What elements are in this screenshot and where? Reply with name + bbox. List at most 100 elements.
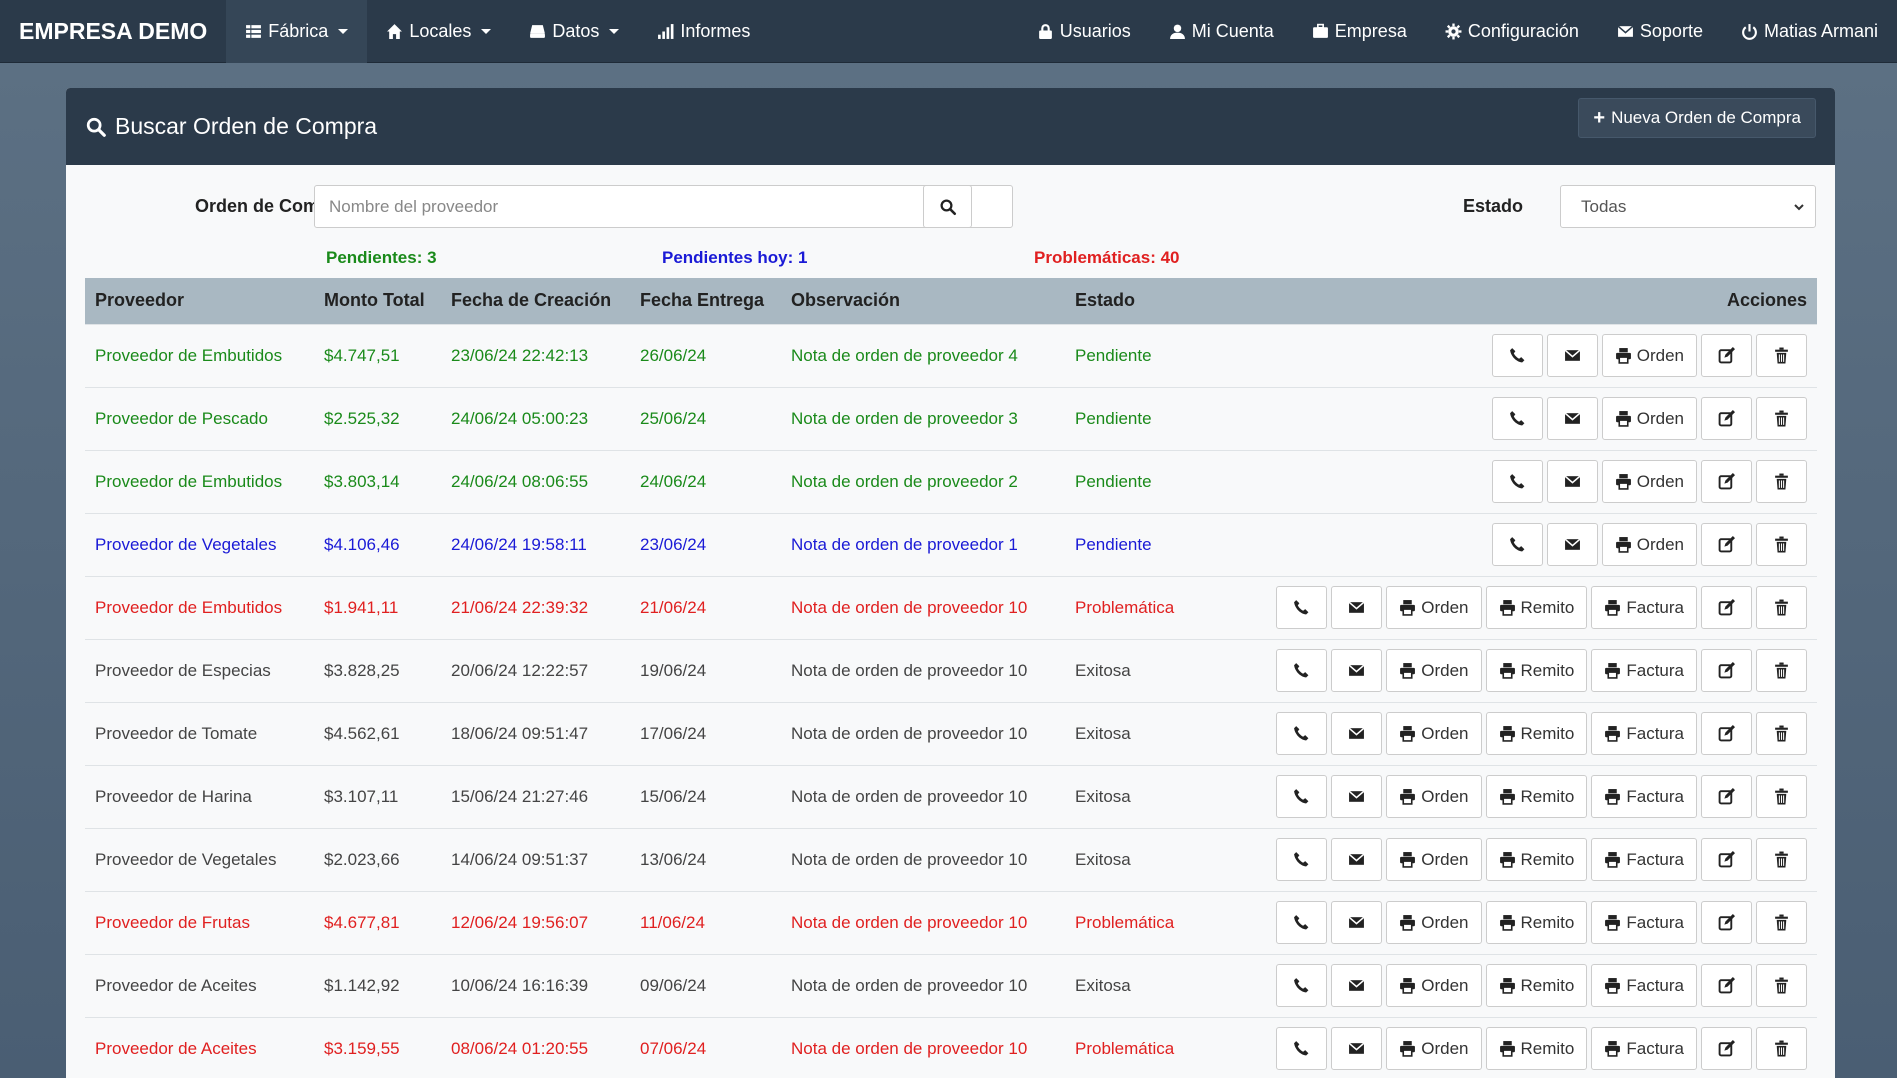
edit-button[interactable] (1701, 334, 1752, 377)
call-button[interactable] (1276, 649, 1328, 692)
print-order-button[interactable]: Orden (1386, 901, 1482, 944)
call-button[interactable] (1276, 901, 1328, 944)
delete-button[interactable] (1756, 586, 1807, 629)
delete-button[interactable] (1756, 964, 1807, 1007)
email-button[interactable] (1331, 586, 1383, 629)
print-order-button[interactable]: Orden (1386, 649, 1482, 692)
delete-button[interactable] (1756, 1027, 1807, 1071)
email-button[interactable] (1331, 1027, 1383, 1071)
email-button[interactable] (1546, 397, 1598, 440)
nav-item-mi-cuenta[interactable]: Mi Cuenta (1150, 0, 1293, 63)
print-factura-button[interactable]: Factura (1591, 838, 1697, 881)
print-order-button[interactable]: Orden (1386, 964, 1482, 1007)
email-button[interactable] (1546, 334, 1598, 377)
print-factura-button[interactable]: Factura (1591, 964, 1697, 1007)
delete-button[interactable] (1756, 901, 1807, 944)
print-remito-button[interactable]: Remito (1485, 775, 1588, 818)
call-button[interactable] (1276, 964, 1328, 1007)
email-button[interactable] (1331, 775, 1383, 818)
print-order-button[interactable]: Orden (1601, 460, 1697, 503)
call-button[interactable] (1276, 1027, 1328, 1071)
call-button[interactable] (1491, 397, 1543, 440)
print-order-button[interactable]: Orden (1386, 838, 1482, 881)
nav-item-locales[interactable]: Locales (367, 0, 510, 63)
email-button[interactable] (1331, 649, 1383, 692)
col-estado[interactable]: Estado (1065, 278, 1235, 324)
print-remito-button[interactable]: Remito (1485, 1027, 1588, 1071)
print-remito-button[interactable]: Remito (1485, 712, 1588, 755)
email-button[interactable] (1546, 523, 1598, 566)
print-order-button[interactable]: Orden (1386, 586, 1482, 629)
brand-logo[interactable]: EMPRESA DEMO (19, 17, 208, 44)
edit-button[interactable] (1701, 397, 1752, 440)
delete-button[interactable] (1756, 397, 1807, 440)
print-order-button[interactable]: Orden (1601, 334, 1697, 377)
col-proveedor[interactable]: Proveedor (85, 278, 314, 324)
print-order-button[interactable]: Orden (1386, 775, 1482, 818)
print-order-button[interactable]: Orden (1601, 397, 1697, 440)
edit-button[interactable] (1701, 712, 1752, 755)
new-order-button[interactable]: + Nueva Orden de Compra (1578, 97, 1816, 138)
print-factura-button[interactable]: Factura (1591, 775, 1697, 818)
email-button[interactable] (1331, 901, 1383, 944)
delete-button[interactable] (1756, 649, 1807, 692)
edit-button[interactable] (1701, 1027, 1752, 1071)
delete-button[interactable] (1756, 838, 1807, 881)
edit-button[interactable] (1701, 523, 1752, 566)
edit-button[interactable] (1701, 901, 1752, 944)
col-entrega[interactable]: Fecha Entrega (630, 278, 781, 324)
print-order-button[interactable]: Orden (1601, 523, 1697, 566)
edit-button[interactable] (1701, 586, 1752, 629)
call-button[interactable] (1276, 838, 1328, 881)
nav-item-soporte[interactable]: Soporte (1598, 0, 1722, 63)
nav-item-datos[interactable]: Datos (510, 0, 638, 63)
call-button[interactable] (1491, 334, 1543, 377)
print-factura-button[interactable]: Factura (1591, 1027, 1697, 1071)
call-button[interactable] (1491, 460, 1543, 503)
nav-item-usuarios[interactable]: Usuarios (1018, 0, 1150, 63)
print-remito-button[interactable]: Remito (1485, 964, 1588, 1007)
delete-button[interactable] (1756, 775, 1807, 818)
call-button[interactable] (1491, 523, 1543, 566)
email-button[interactable] (1331, 712, 1383, 755)
search-button[interactable] (923, 185, 972, 228)
delete-button[interactable] (1756, 460, 1807, 503)
delete-button[interactable] (1756, 712, 1807, 755)
edit-button[interactable] (1701, 775, 1752, 818)
edit-button[interactable] (1701, 964, 1752, 1007)
print-factura-button[interactable]: Factura (1591, 649, 1697, 692)
edit-button[interactable] (1701, 838, 1752, 881)
email-button[interactable] (1331, 964, 1383, 1007)
print-remito-button[interactable]: Remito (1485, 649, 1588, 692)
email-button[interactable] (1331, 838, 1383, 881)
nav-item-configuracion[interactable]: Configuración (1426, 0, 1598, 63)
print-remito-button[interactable]: Remito (1485, 838, 1588, 881)
print-factura-button[interactable]: Factura (1591, 586, 1697, 629)
col-observacion[interactable]: Observación (781, 278, 1065, 324)
nav-item-fabrica[interactable]: Fábrica (226, 0, 368, 63)
delete-button[interactable] (1756, 523, 1807, 566)
call-button[interactable] (1276, 586, 1328, 629)
cell-obs: Nota de orden de proveedor 4 (781, 323, 1065, 387)
nav-item-informes[interactable]: Informes (638, 0, 769, 63)
call-button[interactable] (1276, 712, 1328, 755)
print-order-button[interactable]: Orden (1386, 1027, 1482, 1071)
print-remito-button[interactable]: Remito (1485, 586, 1588, 629)
nav-item-empresa[interactable]: Empresa (1293, 0, 1426, 63)
col-monto[interactable]: Monto Total (314, 278, 441, 324)
cell-estado: Pendiente (1065, 449, 1235, 513)
print-remito-button-label: Remito (1520, 786, 1575, 806)
estado-select[interactable]: Todas (1560, 185, 1816, 228)
delete-button[interactable] (1756, 334, 1807, 377)
edit-button[interactable] (1701, 649, 1752, 692)
print-remito-button[interactable]: Remito (1485, 901, 1588, 944)
nav-item-matias-armani[interactable]: Matias Armani (1722, 0, 1897, 63)
edit-button[interactable] (1701, 460, 1752, 503)
print-factura-button[interactable]: Factura (1591, 712, 1697, 755)
print-order-button[interactable]: Orden (1386, 712, 1482, 755)
print-factura-button[interactable]: Factura (1591, 901, 1697, 944)
call-button[interactable] (1276, 775, 1328, 818)
supplier-search-input[interactable] (314, 185, 1013, 228)
email-button[interactable] (1546, 460, 1598, 503)
col-creacion[interactable]: Fecha de Creación (441, 278, 630, 324)
